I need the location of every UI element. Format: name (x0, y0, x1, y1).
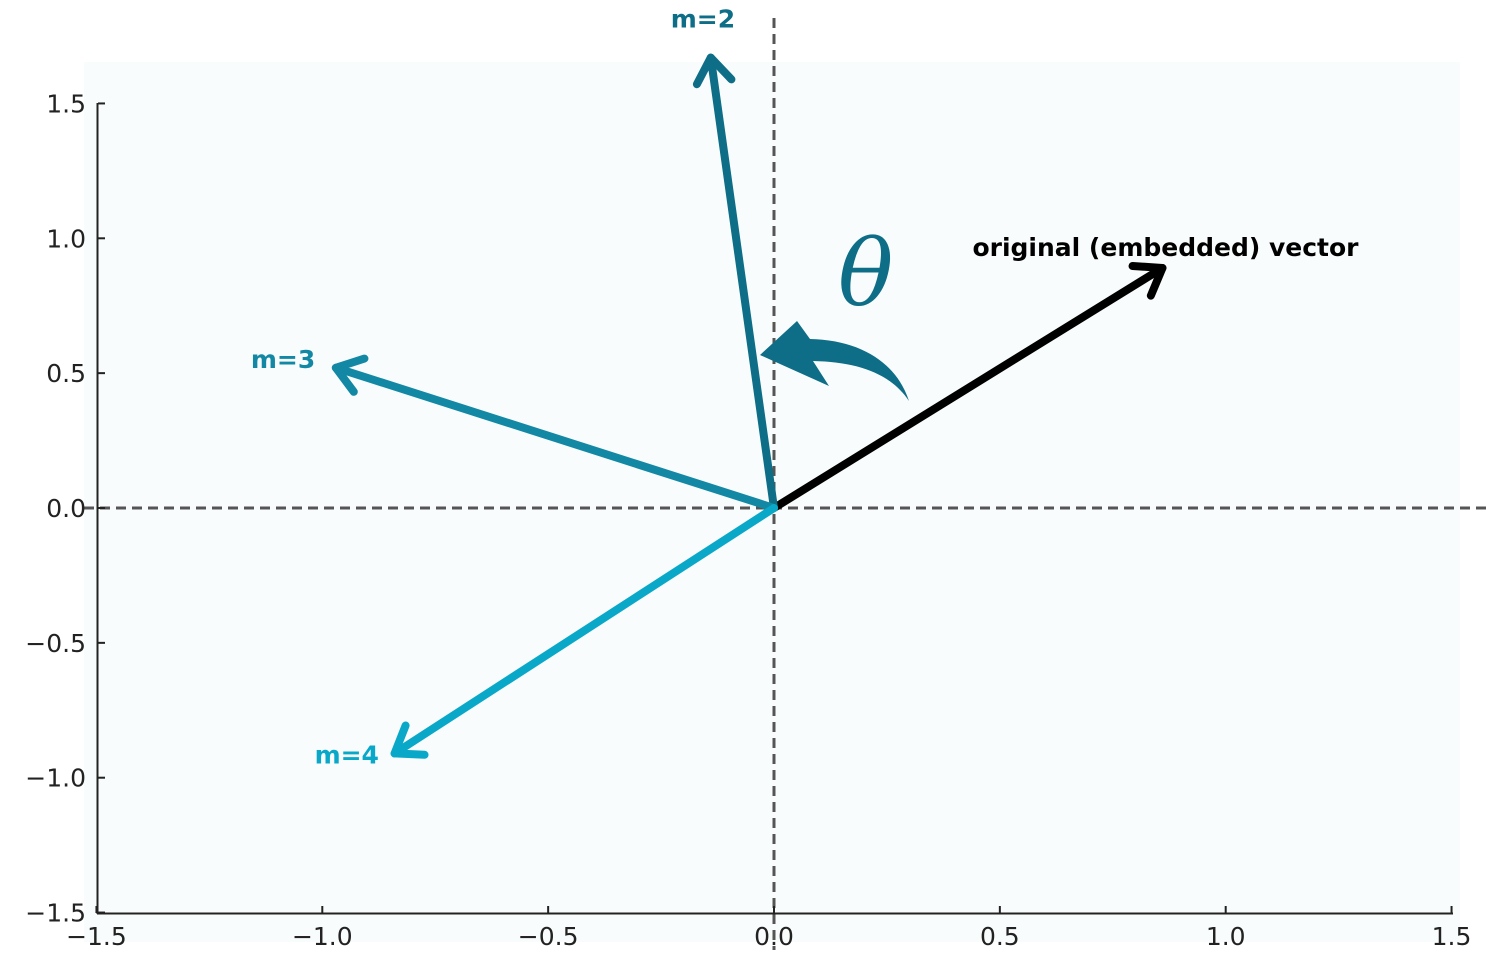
m2-vector-label: m=2 (671, 5, 735, 34)
axes (96, 103, 1453, 915)
m3-vector-shaft (331, 363, 778, 512)
rotation-arc (760, 321, 909, 401)
x-tick-label: 1.5 (1432, 922, 1472, 951)
y-tick-label: 1.0 (46, 224, 86, 253)
m2-vector-arrowhead (692, 53, 736, 89)
y-tick-label: 0.0 (46, 494, 86, 523)
original-vector-shaft (770, 263, 1167, 512)
x-tick-label: −0.5 (518, 922, 579, 951)
y-tick-label: −0.5 (25, 629, 86, 658)
m3-vector-arrowhead (331, 354, 369, 396)
original-vector: original (embedded) vector (770, 233, 1359, 512)
m4-vector-label: m=4 (315, 740, 379, 769)
m2-vector-shaft (706, 53, 778, 512)
x-tick-label: 0.5 (980, 922, 1020, 951)
y-tick-label: −1.5 (25, 899, 86, 928)
rotation-arrow (760, 321, 909, 401)
x-tick-label: −1.0 (292, 922, 353, 951)
m3-vector: m=3 (251, 345, 778, 512)
y-tick-label: 0.5 (46, 359, 86, 388)
x-tick-label: 0.0 (754, 922, 794, 951)
m4-vector-arrowhead (390, 721, 429, 759)
m4-vector: m=4 (315, 504, 778, 769)
m2-vector: m=2 (671, 5, 778, 512)
x-tick-label: −1.5 (66, 922, 127, 951)
theta-symbol: θ (838, 220, 893, 327)
m3-vector-label: m=3 (251, 345, 315, 374)
m4-vector-shaft (390, 504, 778, 758)
y-ticks: 1.5 1.0 0.5 0.0 −0.5 −1.0 −1.5 (25, 89, 105, 928)
x-ticks: −1.5 −1.0 −0.5 0.0 0.5 1.0 1.5 (66, 906, 1471, 951)
y-tick-label: 1.5 (46, 89, 86, 118)
original-vector-arrowhead (1128, 261, 1167, 300)
vectors: original (embedded) vector m=2 m=3 m=4 (251, 5, 1359, 770)
y-tick-label: −1.0 (25, 764, 86, 793)
original-vector-label: original (embedded) vector (972, 233, 1359, 262)
x-tick-label: 1.0 (1206, 922, 1246, 951)
